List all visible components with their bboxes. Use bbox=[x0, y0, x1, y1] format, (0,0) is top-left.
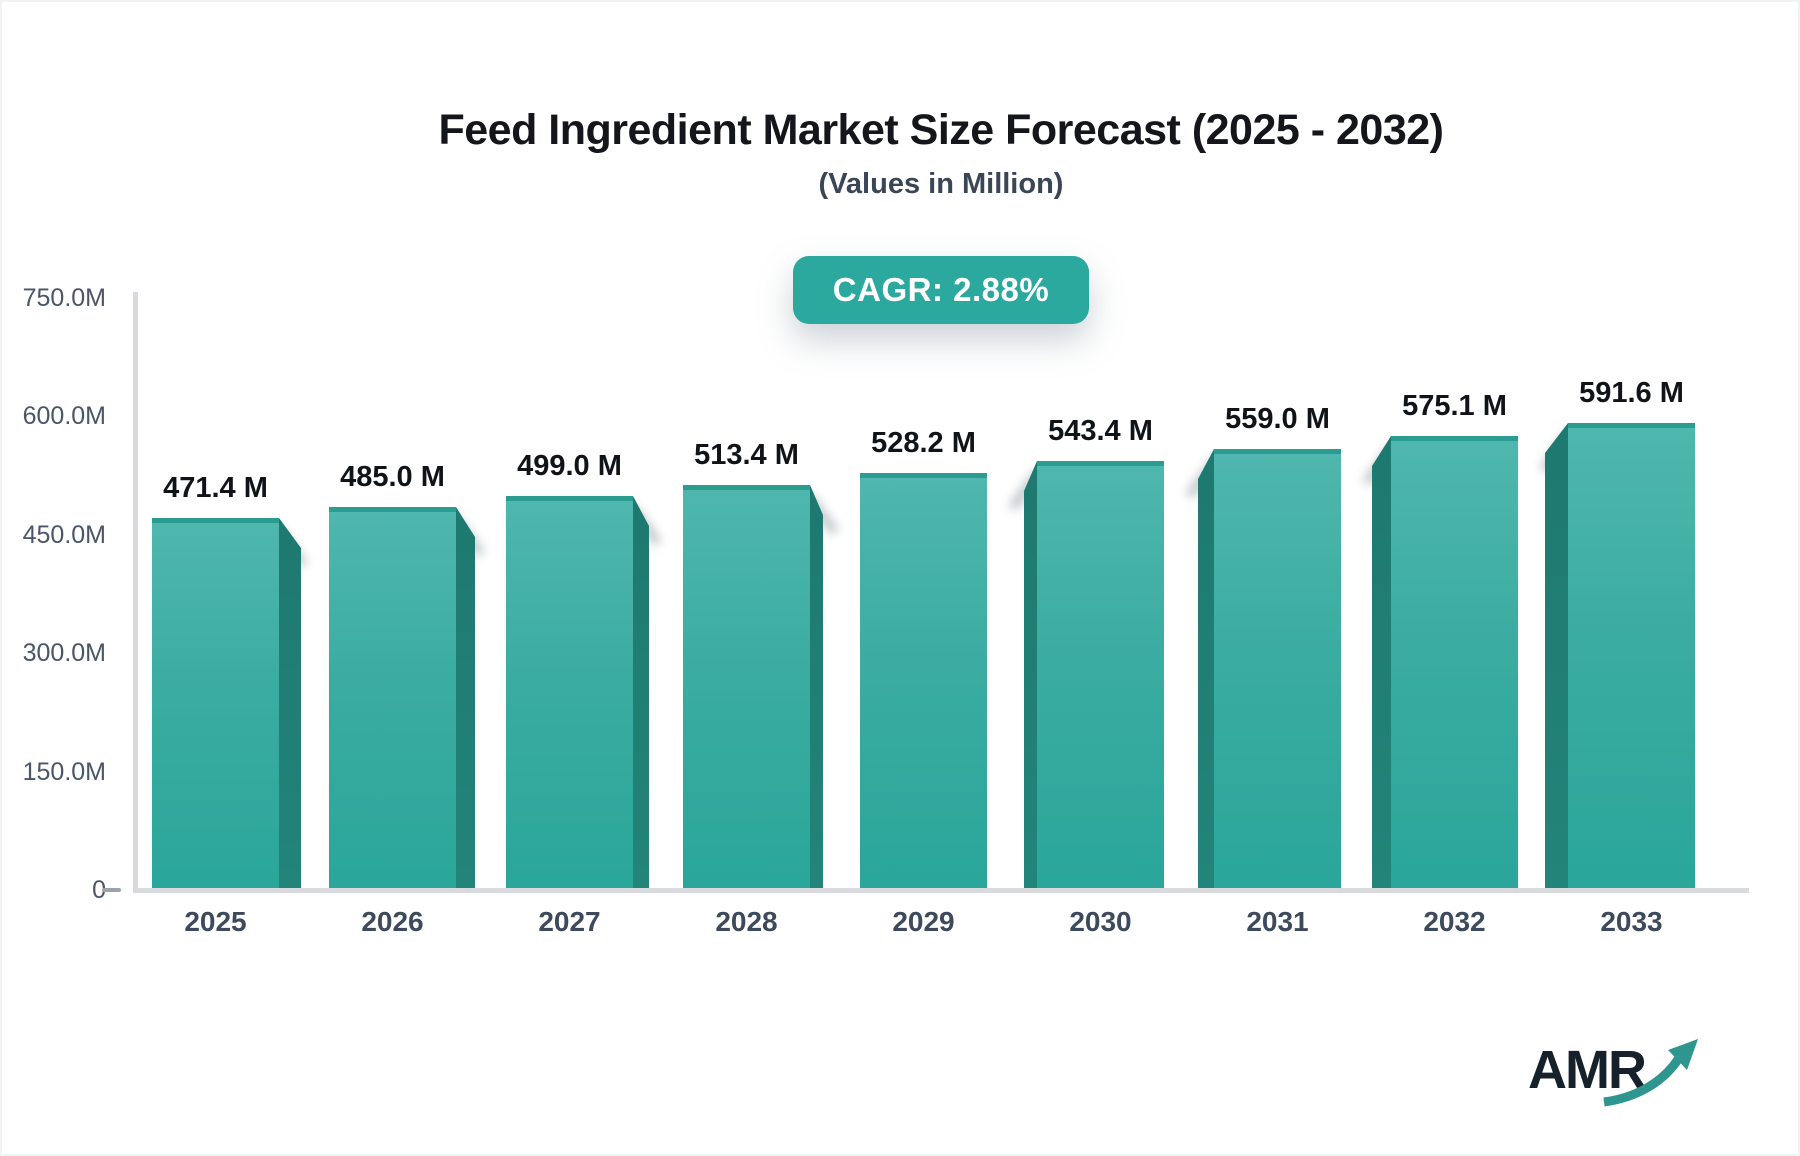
x-tick-2031: 2031 bbox=[1246, 906, 1309, 937]
bar-side-2033 bbox=[1545, 423, 1568, 890]
bar-side-2030 bbox=[1024, 461, 1037, 890]
bar-side-2026 bbox=[456, 507, 475, 890]
bar-value-label-2033: 591.6 M bbox=[1579, 377, 1684, 409]
x-tick-2025: 2025 bbox=[184, 906, 247, 937]
bar-2026[interactable] bbox=[329, 507, 456, 890]
bar-value-label-2027: 499.0 M bbox=[517, 450, 622, 482]
y-tick-label-150.0M: 150.0M bbox=[22, 757, 106, 786]
bar-2028[interactable] bbox=[683, 485, 810, 890]
y-tick-label-300.0M: 300.0M bbox=[22, 639, 106, 668]
bar-side-2025 bbox=[279, 518, 301, 890]
bar-2033[interactable] bbox=[1568, 423, 1695, 890]
cagr-badge: CAGR: 2.88% bbox=[792, 256, 1090, 324]
y-tick-label-0: 0 bbox=[92, 876, 106, 904]
amr-logo-text: AMR bbox=[1528, 1040, 1647, 1100]
x-tick-2030: 2030 bbox=[1069, 906, 1132, 937]
bar-value-label-2032: 575.1 M bbox=[1402, 390, 1507, 422]
bar-2027[interactable] bbox=[506, 496, 633, 890]
x-tick-2032: 2032 bbox=[1423, 906, 1486, 937]
x-tick-2033: 2033 bbox=[1600, 906, 1663, 937]
bar-value-label-2025: 471.4 M bbox=[163, 472, 268, 504]
x-tick-2029: 2029 bbox=[892, 906, 955, 937]
y-tick-label-450.0M: 450.0M bbox=[22, 520, 106, 549]
bar-side-2031 bbox=[1198, 449, 1214, 890]
trend-arrow-icon bbox=[1603, 1039, 1698, 1107]
bar-2030[interactable] bbox=[1037, 461, 1164, 890]
bar-2025[interactable] bbox=[152, 518, 279, 890]
amr-logo: AMR bbox=[1528, 1039, 1728, 1118]
bar-side-2027 bbox=[633, 496, 649, 890]
chart-subtitle: (Values in Million) bbox=[818, 168, 1064, 200]
bar-side-2032 bbox=[1372, 436, 1391, 890]
y-tick-label-750.0M: 750.0M bbox=[22, 284, 106, 312]
bar-value-label-2026: 485.0 M bbox=[340, 461, 445, 493]
bar-value-label-2028: 513.4 M bbox=[694, 439, 799, 471]
x-axis-line bbox=[133, 888, 1749, 893]
y-axis-line bbox=[133, 292, 138, 893]
bar-2031[interactable] bbox=[1214, 449, 1341, 890]
x-tick-2026: 2026 bbox=[361, 906, 424, 937]
bar-side-2028 bbox=[810, 485, 823, 890]
bar-2032[interactable] bbox=[1391, 436, 1518, 890]
bar-value-label-2029: 528.2 M bbox=[871, 427, 976, 459]
cagr-badge-row: CAGR: 2.88% bbox=[135, 256, 1747, 324]
bar-value-label-2031: 559.0 M bbox=[1225, 403, 1330, 435]
bar-2029[interactable] bbox=[860, 473, 987, 890]
bar-value-label-2030: 543.4 M bbox=[1048, 415, 1153, 447]
x-tick-2028: 2028 bbox=[715, 906, 778, 937]
chart-title: Feed Ingredient Market Size Forecast (20… bbox=[438, 106, 1444, 154]
x-tick-2027: 2027 bbox=[538, 906, 601, 937]
y-tick-label-600.0M: 600.0M bbox=[22, 402, 106, 431]
zero-tick-dash bbox=[102, 888, 121, 892]
